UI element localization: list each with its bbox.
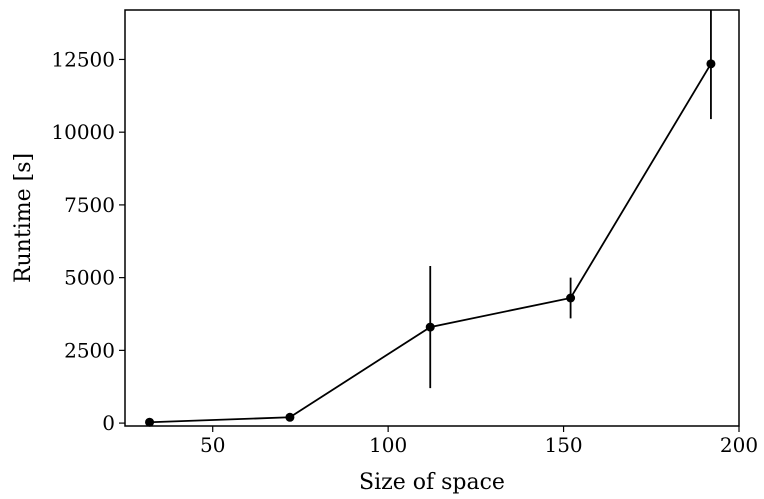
y-tick-label: 2500 — [64, 338, 115, 362]
data-point — [145, 417, 155, 427]
x-tick-label: 150 — [544, 433, 582, 457]
y-tick-label: 0 — [102, 411, 115, 435]
x-axis-ticks: 50 100 150 200 — [200, 426, 758, 457]
plot-frame — [124, 9, 740, 427]
y-axis-ticks: 0 2500 5000 7500 10000 12500 — [51, 47, 125, 435]
y-axis-label: Runtime [s] — [11, 153, 36, 283]
x-tick-label: 50 — [200, 433, 225, 457]
x-tick-label: 200 — [720, 433, 758, 457]
data-point — [425, 322, 435, 332]
chart-marks — [145, 10, 716, 427]
data-point — [706, 59, 716, 69]
y-tick-label: 10000 — [51, 120, 115, 144]
y-tick-label: 12500 — [51, 47, 115, 71]
data-point — [566, 293, 576, 303]
y-tick-label: 5000 — [64, 266, 115, 290]
y-tick-label: 7500 — [64, 193, 115, 217]
data-point — [285, 412, 295, 422]
x-axis-label: Size of space — [359, 470, 505, 495]
x-tick-label: 100 — [369, 433, 407, 457]
